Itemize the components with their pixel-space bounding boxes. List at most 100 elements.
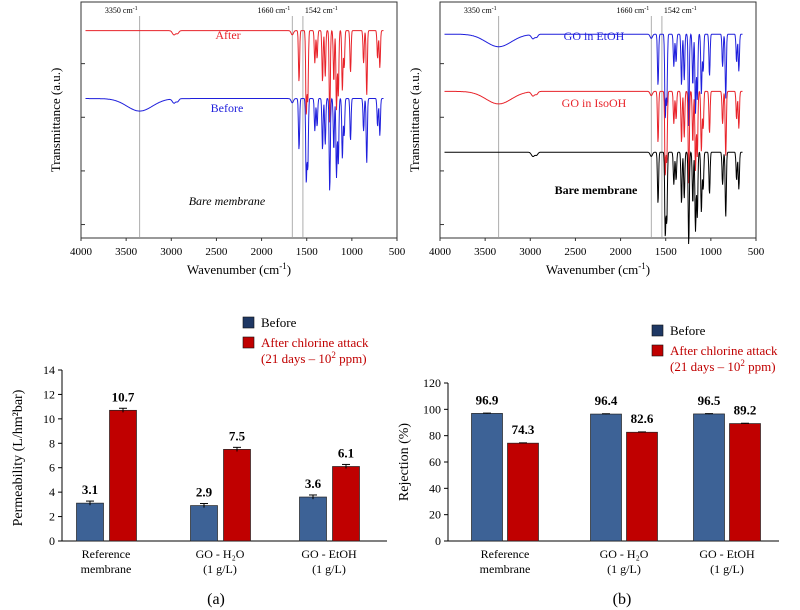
legend-b-after-label: After chlorine attack xyxy=(670,343,778,358)
bar-1-ytick-3: 60 xyxy=(429,455,441,469)
ftir-1-xtick-5: 1500 xyxy=(655,246,678,258)
bar-b-ylabel: Rejection (%) xyxy=(397,423,412,501)
bar-1-ytick-4: 80 xyxy=(429,429,441,443)
bar-0-category-1-line2: (1 g/L) xyxy=(203,562,237,576)
bar-0-value-label-0-2: 3.6 xyxy=(305,476,322,491)
legend-a-detail-suffix: ppm) xyxy=(336,351,367,366)
legend-a-detail-prefix: (21 days – 10 xyxy=(261,351,331,366)
legend-b-after-detail: (21 days – 102 ppm) xyxy=(670,358,776,374)
bar-0-ytick-1: 2 xyxy=(49,510,55,524)
bar-1-ytick-1: 20 xyxy=(429,508,441,522)
ftir-left-series-label-bare: Bare membrane xyxy=(189,194,266,208)
ftir-0-xtick-5: 1500 xyxy=(296,246,319,258)
bar-1-value-label-1-2: 89.2 xyxy=(734,403,757,418)
ftir-0-xtick-0: 4000 xyxy=(70,246,93,258)
bar-1-category-1-line2: (1 g/L) xyxy=(607,562,641,576)
ftir-left-xlabel-main: Wavenumber (cm xyxy=(187,262,279,277)
ftir-left-frame xyxy=(80,1,398,239)
legend-b-detail-prefix: (21 days – 10 xyxy=(670,359,740,374)
bar-1-before-1 xyxy=(590,413,622,542)
bar-0-before-0 xyxy=(76,502,104,542)
legend-a-before-swatch xyxy=(242,316,255,329)
ftir-1-xtick-0: 4000 xyxy=(429,246,452,258)
bar-1-after-1 xyxy=(626,431,658,542)
ftir-1-xtick-2: 3000 xyxy=(519,246,542,258)
ftir-1-xtick-6: 1000 xyxy=(700,246,723,258)
ftir-0-ref-label-sup-0: -1 xyxy=(133,6,138,12)
legend-a-after-detail: (21 days – 102 ppm) xyxy=(261,350,367,366)
ftir-right-xlabel-sup: -1 xyxy=(638,261,646,271)
bar-0-category-2-line2: (1 g/L) xyxy=(312,562,346,576)
ftir-1-ref-label-2: 1542 cm-1 xyxy=(664,6,697,15)
ftir-panel-left: Transmittance (a.u.) 3350 cm-1 1660 cm-1 1… xyxy=(48,1,406,277)
bar-1-category-1-line1: GO - H₂O xyxy=(600,547,649,561)
bar-0-value-label-1-2: 6.1 xyxy=(338,445,354,460)
bar-0-value-label-0-1: 2.9 xyxy=(196,485,213,500)
ftir-1-xtick-7: 500 xyxy=(748,246,765,258)
ftir-right-series-label-isooh: GO in IsoOH xyxy=(562,96,627,110)
legend-b-detail-sup: 2 xyxy=(740,358,745,368)
ftir-1-xtick-1: 3500 xyxy=(474,246,497,258)
bar-0-category-1-line1: GO - H₂O xyxy=(196,547,245,561)
legend-a: Before After chlorine attack (21 days – … xyxy=(242,315,369,366)
ftir-1-trace-1 xyxy=(444,90,743,184)
bar-0-ytick-2: 4 xyxy=(49,485,55,499)
bar-1-before-0 xyxy=(471,413,503,542)
ftir-right-xlabel: Wavenumber (cm-1) xyxy=(546,261,650,277)
bar-0-value-label-1-0: 10.7 xyxy=(112,389,135,404)
ftir-1-ref-label-sup-0: -1 xyxy=(492,6,497,12)
legend-a-after-label: After chlorine attack xyxy=(261,335,369,350)
bar-0-ytick-7: 14 xyxy=(43,363,55,377)
bar-1-category-2-line1: GO - EtOH xyxy=(699,547,755,561)
bar-1-value-label-0-1: 96.4 xyxy=(595,393,618,408)
ftir-0-trace-1 xyxy=(85,97,384,191)
ftir-right-xlabel-end: ) xyxy=(646,262,650,277)
ftir-right-ylabel: Transmittance (a.u.) xyxy=(407,68,422,173)
bar-1-ytick-2: 40 xyxy=(429,481,441,495)
bar-1-category-0-line2: membrane xyxy=(480,562,531,576)
bar-0-category-2-line1: GO - EtOH xyxy=(301,547,357,561)
bar-1-before-2 xyxy=(693,413,725,542)
bar-panel-permeability: Before After chlorine attack (21 days – … xyxy=(11,315,387,608)
ftir-0-ref-label-sup-1: -1 xyxy=(285,6,290,12)
bar-1-value-label-0-0: 96.9 xyxy=(476,392,499,407)
bar-1-value-label-0-2: 96.5 xyxy=(698,393,721,408)
ftir-right-series-label-etoh: GO in EtOH xyxy=(564,29,625,43)
legend-b: Before After chlorine attack (21 days – … xyxy=(651,323,778,374)
ftir-0-trace-0 xyxy=(85,29,384,123)
bar-a-panel-label: (a) xyxy=(207,591,225,608)
ftir-right-xlabel-main: Wavenumber (cm xyxy=(546,262,638,277)
bar-1-after-0 xyxy=(507,442,539,542)
bar-1-category-0-line1: Reference xyxy=(481,547,530,561)
bar-0-before-2 xyxy=(299,496,327,542)
ftir-0-xtick-1: 3500 xyxy=(115,246,138,258)
bar-0-category-0-line2: membrane xyxy=(81,562,132,576)
bar-1-value-label-1-1: 82.6 xyxy=(631,411,654,426)
ftir-left-xlabel-end: ) xyxy=(287,262,291,277)
bar-b-panel-label: (b) xyxy=(613,591,632,608)
ftir-1-ref-label-0: 3350 cm-1 xyxy=(464,6,497,15)
bar-1-after-2 xyxy=(729,423,761,542)
bar-0-ytick-4: 8 xyxy=(49,436,55,450)
legend-b-before-swatch xyxy=(651,324,664,337)
legend-b-after-swatch xyxy=(651,344,664,357)
bar-1-ytick-6: 120 xyxy=(423,376,441,390)
ftir-0-xtick-7: 500 xyxy=(389,246,406,258)
ftir-1-trace-0 xyxy=(444,33,743,127)
ftir-1-ref-label-1: 1660 cm-1 xyxy=(616,6,649,15)
bar-1-value-label-1-0: 74.3 xyxy=(512,422,535,437)
ftir-0-xtick-6: 1000 xyxy=(341,246,364,258)
ftir-panel-right: Transmittance (a.u.) 3350 cm-1 1660 cm-1 1… xyxy=(407,1,765,277)
ftir-right-frame xyxy=(439,1,757,239)
bar-1-ytick-0: 0 xyxy=(435,534,441,548)
ftir-left-series-label-before: Before xyxy=(211,101,244,115)
bar-0-after-1 xyxy=(223,449,251,542)
ftir-right-series-label-bare: Bare membrane xyxy=(555,183,638,197)
bar-0-after-0 xyxy=(109,409,137,542)
legend-b-before-label: Before xyxy=(670,323,706,338)
bar-0-category-0-line1: Reference xyxy=(82,547,131,561)
ftir-0-ref-label-sup-2: -1 xyxy=(333,6,338,12)
ftir-0-xtick-2: 3000 xyxy=(160,246,183,258)
ftir-left-xlabel-sup: -1 xyxy=(279,261,287,271)
